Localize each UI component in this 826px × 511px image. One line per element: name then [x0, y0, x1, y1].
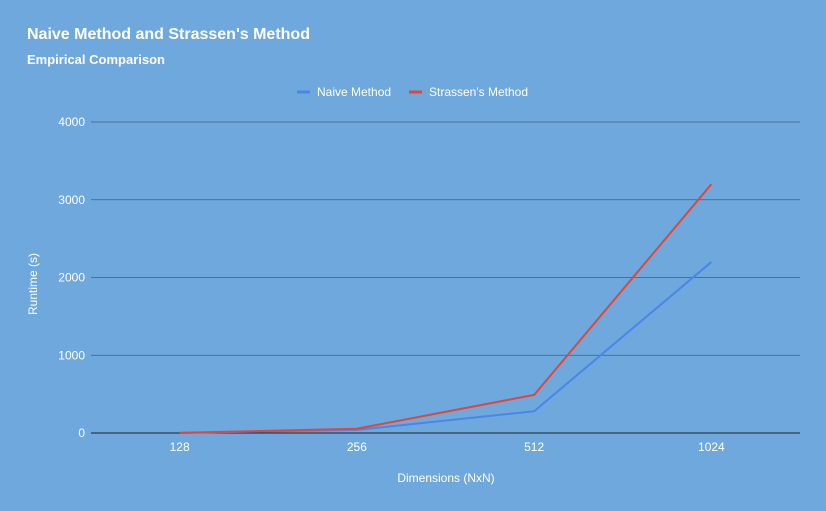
- y-tick-label: 3000: [58, 193, 85, 207]
- chart-subtitle: Empirical Comparison: [27, 52, 165, 67]
- series-line-naive: [179, 261, 713, 434]
- x-tick-label: 256: [347, 440, 367, 454]
- y-tick-label: 4000: [58, 115, 85, 129]
- legend-label: Naive Method: [317, 85, 391, 99]
- y-tick-label: 2000: [58, 271, 85, 285]
- x-tick-label: 512: [524, 440, 544, 454]
- legend: Naive Method Strassen's Method: [297, 85, 528, 99]
- x-axis-label: Dimensions (NxN): [397, 471, 494, 485]
- y-axis-label: Runtime (s): [26, 253, 40, 315]
- series-line-strassen: [179, 183, 713, 434]
- x-tick-label: 1024: [698, 440, 725, 454]
- x-tick-labels: 128 256 512 1024: [170, 440, 725, 454]
- legend-label: Strassen's Method: [429, 85, 528, 99]
- x-tick-label: 128: [170, 440, 190, 454]
- y-tick-labels: 0 1000 2000 3000 4000: [58, 115, 85, 440]
- y-tick-label: 1000: [58, 348, 85, 362]
- series-lines: [179, 183, 713, 434]
- y-tick-label: 0: [78, 426, 85, 440]
- chart-title: Naive Method and Strassen's Method: [27, 26, 310, 43]
